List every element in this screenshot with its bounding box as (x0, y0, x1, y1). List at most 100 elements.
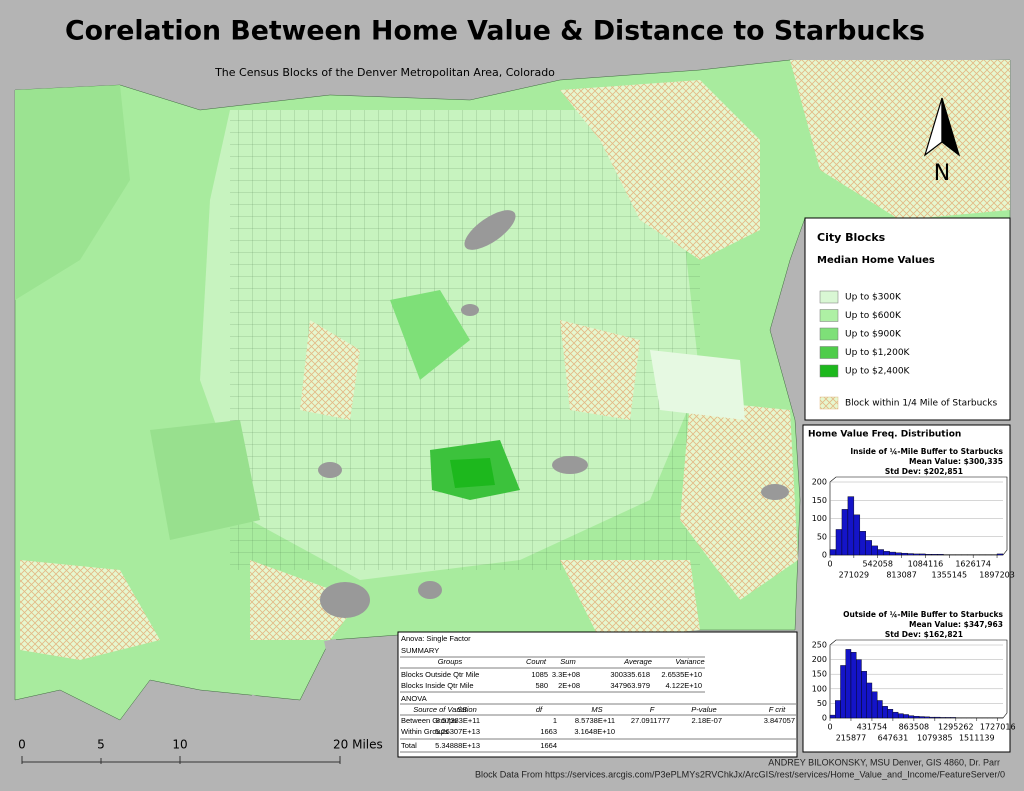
bar (866, 682, 873, 719)
table-cell: 3.1648E+10 (574, 727, 615, 736)
bar (853, 514, 861, 556)
x-tick-label: 1079385 (917, 734, 953, 743)
bar (845, 649, 852, 719)
bar (861, 671, 867, 719)
table-cell: Average (623, 657, 652, 666)
table-cell: 300335.618 (610, 670, 650, 679)
map-title: Corelation Between Home Value & Distance… (65, 16, 925, 47)
bar (882, 706, 888, 719)
bar (859, 531, 866, 556)
x-tick-label: 647631 (878, 734, 909, 743)
x-tick-label: 1626174 (955, 560, 991, 569)
table-cell: Anova: Single Factor (401, 634, 471, 643)
legend-subtitle: Median Home Values (817, 255, 935, 266)
chart-annotation: Mean Value: $300,335 (909, 457, 1003, 466)
y-tick-label: 0 (822, 714, 827, 723)
bar (934, 716, 941, 719)
bar (889, 551, 896, 556)
bar (901, 552, 908, 556)
credit: ANDREY BILOKONSKY, MSU Denver, GIS 4860,… (768, 757, 1000, 767)
table-cell: Blocks Outside Qtr Mile (401, 670, 479, 679)
north-label: N (934, 161, 950, 186)
table-cell: 1663 (540, 727, 557, 736)
bar (931, 554, 938, 556)
table-cell: Groups (438, 657, 463, 666)
table-cell: 2.6535E+10 (661, 670, 702, 679)
table-cell: 5.26307E+13 (435, 727, 480, 736)
bar (892, 711, 899, 719)
bar (850, 652, 857, 719)
legend-label: Up to $2,400K (845, 367, 911, 377)
bar (887, 709, 894, 719)
table-cell: Sum (560, 657, 575, 666)
table-cell: 2E+08 (558, 681, 580, 690)
bar (841, 509, 849, 556)
legend-swatch (819, 290, 839, 304)
scale-label: 0 (18, 738, 26, 752)
y-tick-label: 50 (817, 532, 827, 541)
bar (835, 700, 841, 719)
table-cell: 3.3E+08 (552, 670, 580, 679)
x-tick-label: 1084116 (908, 560, 944, 569)
table-cell: 8.57383E+11 (436, 716, 480, 725)
bar (925, 554, 932, 556)
y-tick-label: 200 (812, 655, 827, 664)
y-tick-label: 50 (817, 699, 827, 708)
y-tick-label: 100 (812, 684, 827, 693)
table-cell: 8.5738E+11 (575, 716, 615, 725)
x-tick-label: 1511139 (959, 734, 995, 743)
y-tick-label: 0 (822, 551, 827, 560)
x-tick-label: 863508 (899, 723, 930, 732)
table-cell: 3.847057 (764, 716, 795, 725)
bar (903, 714, 909, 719)
legend: City Blocks Median Home Values Block wit… (804, 217, 1011, 421)
bar (945, 717, 951, 719)
x-tick-label: 1355145 (931, 571, 967, 580)
table-cell: Blocks Inside Qtr Mile (401, 681, 474, 690)
map (14, 59, 1011, 727)
bar (871, 545, 878, 556)
bar (840, 665, 846, 719)
x-tick-label: 1897203 (979, 571, 1015, 580)
scale-bar: 0 5 10 20 Miles (18, 738, 383, 764)
credit: Block Data From https://services.arcgis.… (475, 769, 1005, 779)
x-tick-label: 0 (827, 560, 832, 569)
bar (913, 716, 920, 719)
legend-swatch-hatch (819, 396, 839, 410)
table-cell: 580 (535, 681, 548, 690)
bar (919, 553, 926, 556)
x-tick-label: 271029 (839, 571, 870, 580)
legend-swatch (819, 309, 839, 322)
table-cell: SS (457, 705, 467, 714)
legend-title: City Blocks (817, 231, 886, 244)
bar (829, 549, 837, 556)
map-subtitle: The Census Blocks of the Denver Metropol… (214, 66, 555, 79)
legend-label: Up to $1,200K (845, 348, 911, 358)
bar (865, 540, 872, 556)
chart-title: Inside of ¼-Mile Buffer to Starbucks (850, 447, 1003, 456)
legend-swatch (819, 346, 839, 359)
table-cell: 347963.979 (610, 681, 650, 690)
table-cell: ANOVA (401, 694, 427, 703)
x-tick-label: 542058 (862, 560, 893, 569)
bar (924, 716, 930, 719)
table-cell: 27.0911777 (631, 716, 670, 725)
table-cell: MS (591, 705, 602, 714)
anova-table (397, 631, 798, 758)
scale-label: 5 (97, 738, 105, 752)
y-tick-label: 150 (812, 670, 827, 679)
chart-title: Outside of ¼-Mile Buffer to Starbucks (843, 610, 1003, 619)
north-arrow: N (923, 97, 961, 186)
x-tick-label: 1295262 (938, 723, 974, 732)
x-tick-label: 431754 (857, 723, 888, 732)
chart-annotation: Std Dev: $162,821 (885, 630, 963, 639)
table-cell: df (536, 705, 543, 714)
y-tick-label: 150 (812, 496, 827, 505)
bar (856, 659, 862, 719)
table-cell: 1664 (540, 741, 557, 750)
bar (907, 553, 914, 556)
legend-label: Block within 1/4 Mile of Starbucks (845, 399, 997, 409)
legend-label: Up to $600K (845, 311, 902, 321)
table-cell: Source of Variation (413, 705, 477, 714)
bar (950, 717, 957, 719)
